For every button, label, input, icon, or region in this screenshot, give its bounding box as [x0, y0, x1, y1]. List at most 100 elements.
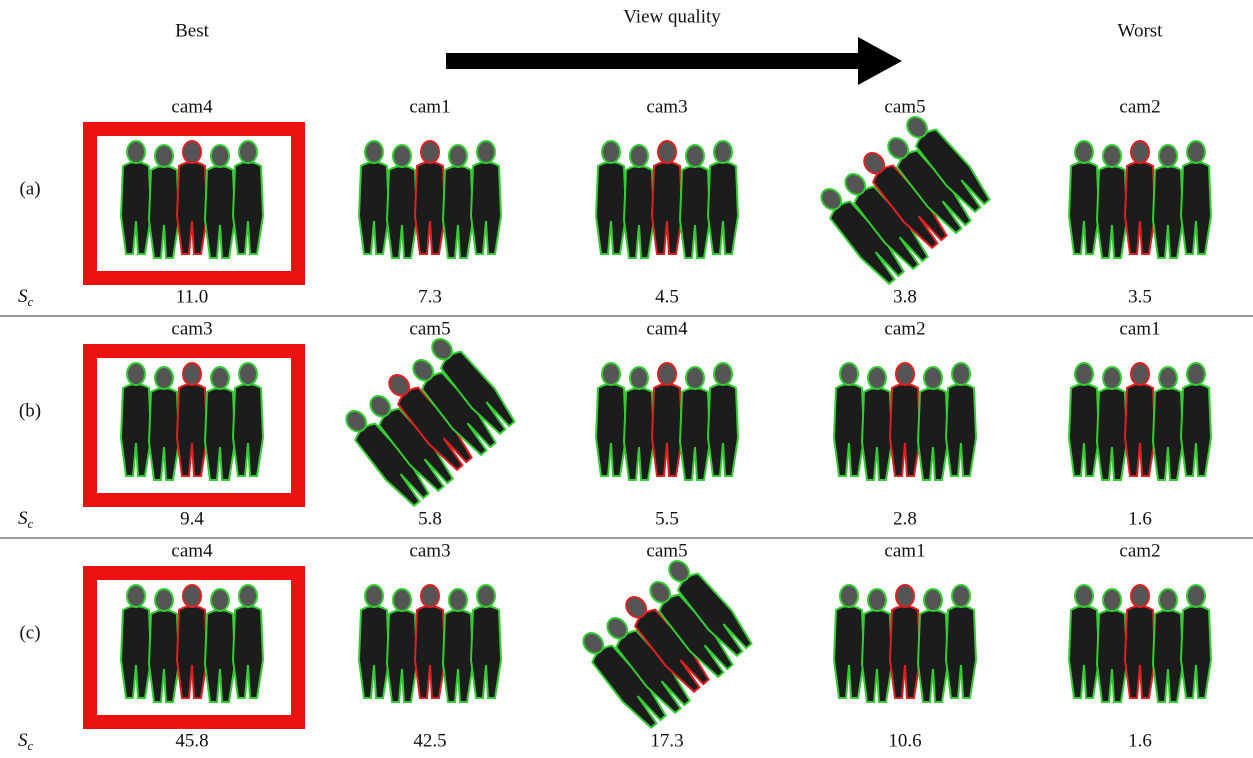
person-head	[1103, 145, 1121, 167]
person-body	[834, 384, 864, 476]
person-body	[1153, 610, 1183, 702]
person-body	[946, 606, 976, 698]
camera-label: cam1	[1119, 318, 1160, 339]
camera-label: cam4	[171, 540, 213, 561]
camera-label: cam4	[171, 96, 213, 117]
person-body	[862, 610, 892, 702]
silhouettes	[1069, 141, 1211, 258]
person-head	[183, 141, 201, 163]
silhouettes	[121, 141, 263, 258]
camera-label: cam3	[409, 540, 450, 561]
person-body	[652, 384, 682, 476]
person-body	[652, 162, 682, 254]
person-head	[602, 363, 620, 385]
person-head	[840, 363, 858, 385]
person-head	[211, 367, 229, 389]
person-head	[365, 585, 383, 607]
person-head	[155, 145, 173, 167]
silhouettes	[121, 585, 263, 702]
person-body	[443, 166, 473, 258]
camera-label: cam2	[884, 318, 925, 339]
person-head	[421, 585, 439, 607]
silhouettes	[596, 141, 738, 258]
row-label: (b)	[19, 400, 41, 421]
camera-label: cam3	[171, 318, 212, 339]
score-value: 10.6	[888, 730, 921, 751]
camera-label: cam2	[1119, 96, 1160, 117]
person-body	[177, 384, 207, 476]
person-head	[127, 363, 145, 385]
silhouettes	[596, 363, 738, 480]
score-value: 45.8	[175, 730, 208, 751]
silhouettes	[338, 331, 522, 512]
person-head	[1187, 585, 1205, 607]
person-body	[680, 166, 710, 258]
row-label: (c)	[19, 622, 40, 643]
person-body	[1069, 384, 1099, 476]
camera-label: cam5	[409, 318, 450, 339]
person-body	[121, 606, 151, 698]
person-body	[205, 610, 235, 702]
person-head	[1187, 363, 1205, 385]
person-body	[1097, 388, 1127, 480]
silhouettes	[359, 141, 501, 258]
person-body	[387, 166, 417, 258]
person-body	[149, 166, 179, 258]
person-body	[708, 384, 738, 476]
person-head	[658, 141, 676, 163]
person-head	[183, 363, 201, 385]
person-head	[1159, 145, 1177, 167]
person-head	[393, 145, 411, 167]
person-body	[471, 606, 501, 698]
person-body	[415, 606, 445, 698]
person-body	[121, 384, 151, 476]
person-body	[680, 388, 710, 480]
person-head	[1131, 585, 1149, 607]
person-body	[149, 388, 179, 480]
person-body	[1097, 610, 1127, 702]
person-body	[471, 162, 501, 254]
score-symbol: Sc	[18, 730, 34, 753]
score-value: 1.6	[1128, 508, 1152, 529]
person-head	[365, 141, 383, 163]
score-value: 5.8	[418, 508, 442, 529]
person-body	[596, 162, 626, 254]
person-head	[449, 145, 467, 167]
person-head	[449, 589, 467, 611]
person-head	[952, 585, 970, 607]
person-head	[211, 145, 229, 167]
person-head	[1075, 363, 1093, 385]
person-body	[443, 610, 473, 702]
score-symbol-main: S	[18, 286, 28, 307]
best-label: Best	[175, 20, 210, 41]
silhouettes	[1069, 363, 1211, 480]
score-value: 5.5	[655, 508, 679, 529]
figure-title: View quality	[623, 6, 721, 27]
person-body	[205, 166, 235, 258]
figure: Best View quality Worst (a) Sc cam4 11.0 cam…	[0, 0, 1253, 758]
quality-arrow	[446, 37, 902, 85]
person-body	[415, 162, 445, 254]
score-value: 11.0	[176, 286, 209, 307]
person-body	[624, 388, 654, 480]
silhouettes	[834, 363, 976, 480]
score-symbol-main: S	[18, 508, 28, 529]
person-body	[890, 384, 920, 476]
score-symbol-sub: c	[28, 738, 34, 753]
camera-label: cam3	[646, 96, 687, 117]
person-head	[239, 363, 257, 385]
worst-label: Worst	[1118, 20, 1164, 41]
person-head	[1159, 367, 1177, 389]
score-value: 4.5	[655, 286, 679, 307]
person-head	[714, 141, 732, 163]
person-head	[896, 585, 914, 607]
person-head	[239, 141, 257, 163]
person-body	[1153, 388, 1183, 480]
person-head	[1103, 367, 1121, 389]
person-head	[1075, 585, 1093, 607]
person-head	[127, 585, 145, 607]
person-head	[630, 367, 648, 389]
person-body	[918, 610, 948, 702]
row-label: (a)	[19, 178, 40, 199]
person-head	[1187, 141, 1205, 163]
